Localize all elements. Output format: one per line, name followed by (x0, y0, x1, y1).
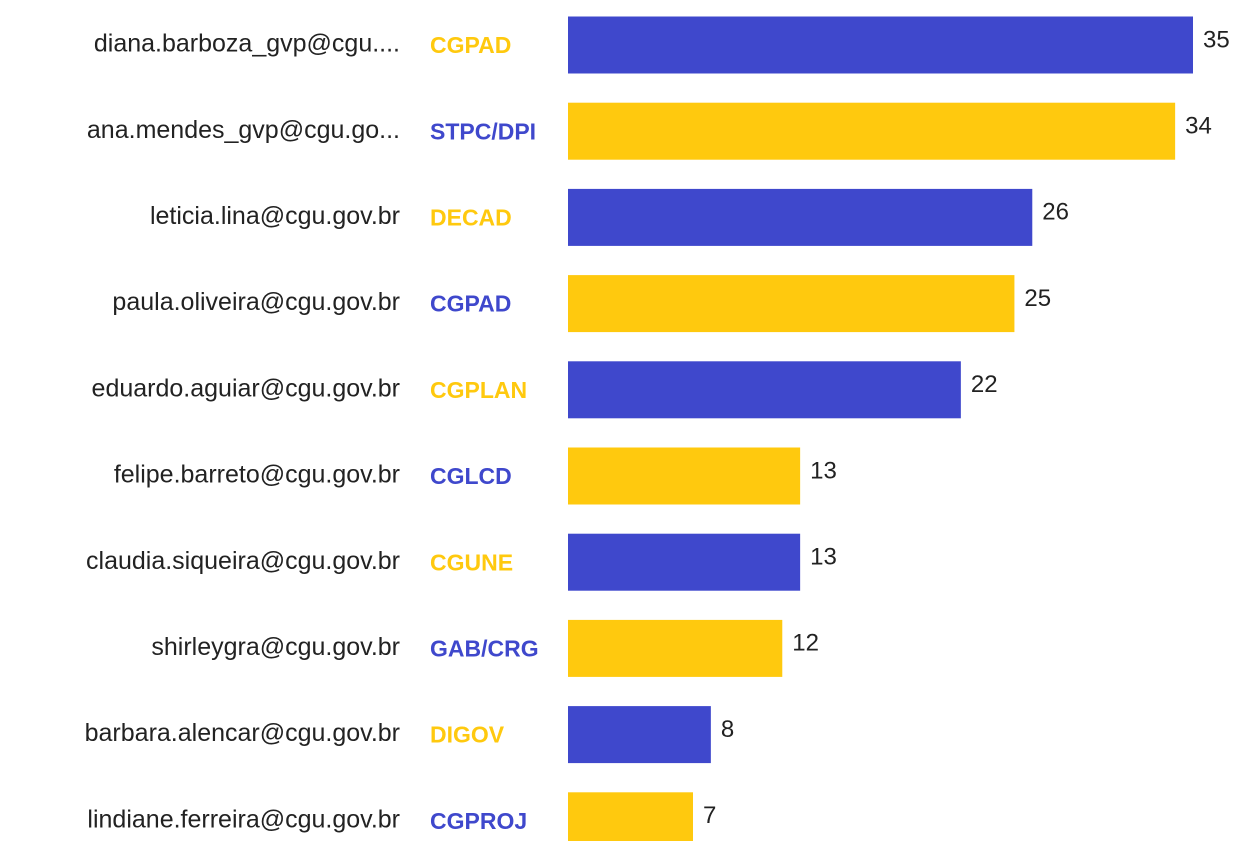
bar (568, 102, 1176, 160)
category-label: barbara.alencar@cgu.gov.br (85, 719, 400, 747)
department-label: CGUNE (430, 549, 513, 575)
category-label: paula.oliveira@cgu.gov.br (112, 288, 400, 316)
value-label: 35 (1203, 26, 1230, 53)
bar (568, 447, 801, 505)
category-label: claudia.siqueira@cgu.gov.br (86, 547, 400, 575)
category-label: leticia.lina@cgu.gov.br (150, 202, 400, 230)
department-label: CGPLAN (430, 377, 527, 403)
value-label: 25 (1024, 285, 1051, 312)
value-label: 12 (792, 630, 819, 657)
category-label: lindiane.ferreira@cgu.gov.br (87, 805, 400, 833)
bar (568, 792, 693, 841)
bar (568, 16, 1193, 74)
category-label: ana.mendes_gvp@cgu.go... (87, 116, 400, 144)
department-label: DIGOV (430, 722, 505, 748)
category-label: felipe.barreto@cgu.gov.br (114, 461, 400, 489)
value-label: 8 (721, 716, 734, 743)
department-label: CGLCD (430, 463, 512, 489)
value-label: 34 (1185, 113, 1212, 140)
category-label: diana.barboza_gvp@cgu.... (94, 30, 400, 58)
bar (568, 533, 801, 591)
department-label: CGPAD (430, 291, 511, 317)
department-label: GAB/CRG (430, 635, 539, 661)
bar (568, 361, 961, 419)
bar (568, 275, 1015, 333)
department-label: CGPAD (430, 32, 511, 58)
value-label: 13 (810, 544, 837, 571)
value-label: 13 (810, 457, 837, 484)
bar (568, 188, 1033, 246)
department-label: DECAD (430, 204, 512, 230)
category-label: shirleygra@cgu.gov.br (151, 633, 400, 661)
bar (568, 706, 711, 764)
category-label: eduardo.aguiar@cgu.gov.br (92, 374, 400, 402)
department-label: CGPROJ (430, 808, 527, 834)
department-label: STPC/DPI (430, 118, 536, 144)
value-label: 26 (1042, 199, 1069, 226)
value-label: 7 (703, 802, 716, 829)
bar (568, 619, 783, 677)
value-label: 22 (971, 371, 998, 398)
